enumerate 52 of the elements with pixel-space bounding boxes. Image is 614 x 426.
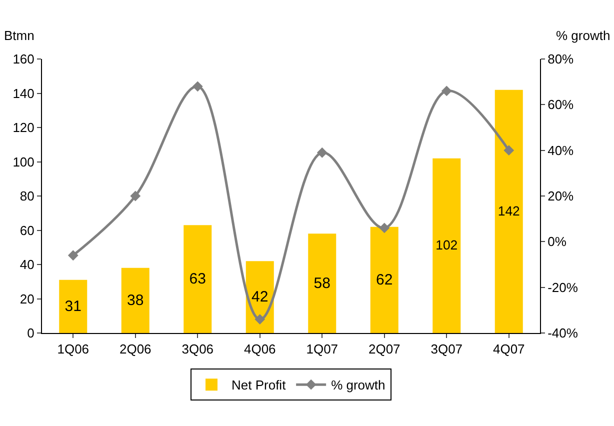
- bar: [246, 261, 274, 333]
- bar: [370, 226, 398, 333]
- data-label: 102: [436, 238, 458, 253]
- point: [254, 314, 266, 324]
- y-tick-label: 100: [12, 154, 34, 170]
- x-tick-label: 1Q06: [57, 342, 90, 357]
- point: [68, 250, 78, 261]
- bar: [121, 268, 150, 333]
- point: [441, 86, 452, 96]
- y2-tick-label: 80%: [548, 52, 574, 67]
- y2-tick-label: 20%: [548, 188, 574, 204]
- x-tick-label: 2Q06: [119, 342, 152, 357]
- bar: [432, 158, 461, 333]
- y-tick-label: 0: [27, 326, 34, 341]
- y-tick-label: 40: [20, 257, 34, 272]
- data-label: 63: [189, 270, 206, 288]
- bar: [184, 225, 212, 333]
- y-tick-label: 160: [12, 52, 34, 67]
- data-label: 62: [376, 271, 393, 288]
- data-label: 58: [314, 274, 330, 292]
- y2-axis-title: % growth: [556, 28, 610, 43]
- y-tick-label: 140: [12, 86, 34, 101]
- point: [192, 81, 203, 92]
- x-tick-label: 3Q07: [430, 342, 463, 357]
- point: [504, 145, 514, 156]
- bar: [308, 234, 336, 333]
- data-label: 42: [252, 288, 268, 306]
- x-tick-label: 1Q07: [306, 342, 338, 357]
- point: [130, 190, 141, 202]
- y2-tick-label: 40%: [548, 142, 574, 158]
- bar: [494, 90, 523, 333]
- y2-tick-label: 60%: [548, 97, 574, 112]
- x-tick-label: 4Q06: [244, 342, 276, 357]
- y-tick-label: 120: [12, 120, 34, 136]
- y2-tick-label: 0%: [548, 234, 567, 250]
- y-tick-label: 60: [20, 222, 34, 238]
- data-label: 38: [127, 292, 144, 309]
- x-tick-label: 4Q07: [492, 342, 525, 357]
- y2-tick-label: -40%: [548, 326, 578, 341]
- data-label: 142: [498, 203, 520, 218]
- legend-label: Net Profit: [232, 378, 286, 393]
- point: [379, 222, 390, 234]
- legend-label: % growth: [331, 378, 386, 393]
- y2-tick-label: -20%: [548, 280, 578, 295]
- data-label: 31: [64, 298, 82, 315]
- point: [316, 147, 328, 158]
- x-tick-label: 2Q07: [368, 342, 400, 357]
- y-tick-label: 80: [20, 188, 34, 204]
- bar: [59, 280, 88, 333]
- x-tick-label: 3Q06: [182, 342, 214, 357]
- y-axis-title: Btmn: [4, 28, 34, 43]
- y-tick-label: 20: [20, 291, 34, 306]
